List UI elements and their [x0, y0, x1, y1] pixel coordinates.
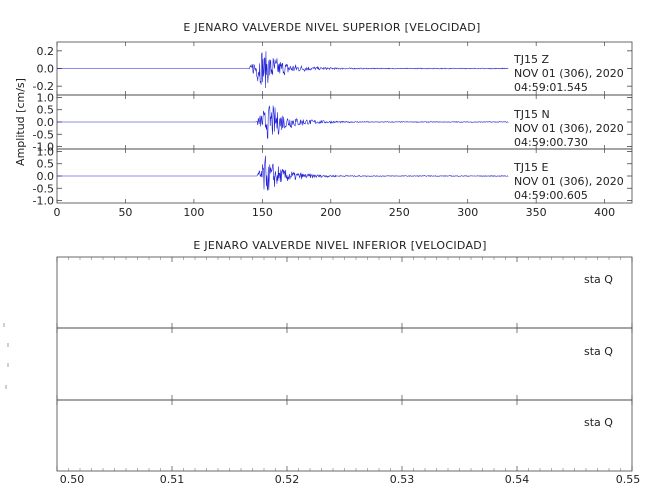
- y-tick-label: -1.0: [33, 195, 54, 208]
- y-tick-label: 0.5: [37, 104, 55, 117]
- y-tick-label: 0.2: [37, 45, 55, 58]
- y-tick-label: 0.5: [37, 158, 55, 171]
- lower-panel-3: sta Q: [56, 399, 633, 472]
- panel-n-date-label: NOV 01 (306), 2020: [514, 122, 624, 135]
- panel-z-time-label: 04:59:01.545: [514, 81, 588, 94]
- upper-panels: 0.2 0.0 -0.2 TJ15 Z NOV 01 (306), 2020 04:…: [33, 41, 633, 208]
- y-tick-label: 1.0: [37, 145, 55, 158]
- panel-z: 0.2 0.0 -0.2 TJ15 Z NOV 01 (306), 2020 04:…: [33, 41, 633, 96]
- x-tick-label: 350: [526, 206, 547, 219]
- x-tick-label: 50: [118, 206, 132, 219]
- lower-x-axis: 0.50 0.51 0.52 0.53 0.54 0.55: [56, 257, 641, 486]
- lower-panel-2: sta Q: [56, 327, 633, 401]
- panel-e: 1.00.50.0-0.5-1.0 TJ15 E NOV 01 (306), 2…: [33, 145, 633, 208]
- panel-e-ticks: 1.00.50.0-0.5-1.0: [33, 145, 632, 208]
- y-tick-label: -0.2: [33, 80, 54, 93]
- y-tick-label: -0.5: [33, 128, 54, 141]
- x-tick-label: 0: [54, 206, 61, 219]
- panel-n-channel-label: TJ15 N: [513, 108, 550, 121]
- lower-panel-2-frame: [56, 327, 633, 401]
- lower-panel-1: sta Q: [56, 256, 633, 329]
- lower-panel-3-frame: [56, 399, 633, 472]
- lower-panel-3-label: sta Q: [584, 416, 613, 429]
- x-tick-label: 250: [389, 206, 410, 219]
- y-tick-label: 0.0: [37, 116, 55, 129]
- x-tick-label: 0.52: [275, 473, 300, 486]
- x-tick-label: 150: [252, 206, 273, 219]
- upper-y-axis-label: Amplitud [cm/s]: [14, 78, 27, 166]
- panel-e-channel-label: TJ15 E: [513, 161, 548, 174]
- lower-panel-2-label: sta Q: [584, 345, 613, 358]
- y-tick-label: -1.0: [33, 141, 54, 154]
- upper-chart: E JENARO VALVERDE NIVEL SUPERIOR [VELOCI…: [14, 21, 633, 219]
- x-tick-label: 200: [320, 206, 341, 219]
- y-tick-label: 0.0: [37, 170, 55, 183]
- x-tick-label: 0.51: [160, 473, 185, 486]
- panel-n-time-label: 04:59:00.730: [514, 136, 588, 149]
- panel-z-channel-label: TJ15 Z: [513, 53, 549, 66]
- lower-chart-title: E JENARO VALVERDE NIVEL INFERIOR [VELOCI…: [193, 239, 486, 252]
- trace-e: [57, 155, 509, 191]
- upper-chart-title: E JENARO VALVERDE NIVEL SUPERIOR [VELOCI…: [183, 21, 480, 34]
- lower-chart: E JENARO VALVERDE NIVEL INFERIOR [VELOCI…: [3, 239, 641, 486]
- x-tick-label: 0.50: [60, 473, 85, 486]
- panel-z-date-label: NOV 01 (306), 2020: [514, 67, 624, 80]
- lower-panel-1-frame: [56, 256, 633, 329]
- y-tick-label: 1.0: [37, 91, 55, 104]
- upper-x-axis: 0 50 100 150 200 250 300 350 400: [54, 206, 616, 219]
- x-tick-label: 0.54: [505, 473, 530, 486]
- lower-panel-1-label: sta Q: [584, 273, 613, 286]
- panel-e-date-label: NOV 01 (306), 2020: [514, 175, 624, 188]
- x-tick-label: 0.53: [390, 473, 415, 486]
- trace-n: [57, 105, 509, 140]
- panel-n: 1.00.50.0-0.5-1.0 TJ15 N NOV 01 (306), 2…: [33, 91, 633, 154]
- trace-z: [57, 51, 509, 89]
- panel-n-ticks: 1.00.50.0-0.5-1.0: [33, 91, 632, 154]
- x-tick-label: 100: [183, 206, 204, 219]
- x-tick-label: 300: [457, 206, 478, 219]
- lower-left-marks: [3, 323, 9, 389]
- x-tick-label: 0.55: [616, 473, 641, 486]
- y-tick-label: -0.5: [33, 182, 54, 195]
- y-tick-label: 0.0: [37, 63, 55, 76]
- x-tick-label: 400: [594, 206, 615, 219]
- panel-e-time-label: 04:59:00.605: [514, 189, 588, 202]
